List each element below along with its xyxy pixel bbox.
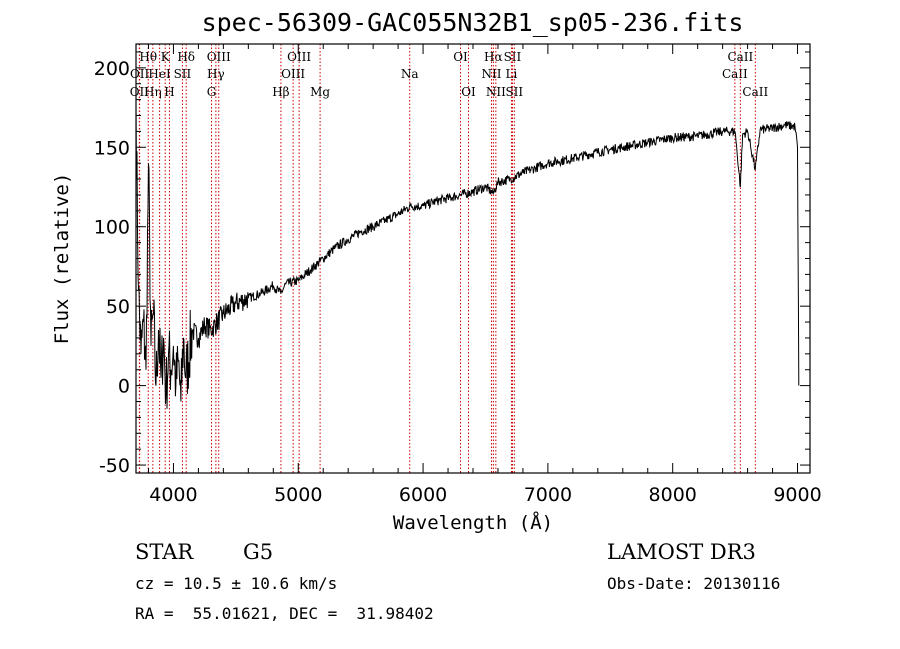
line-marker-label: CaII xyxy=(727,50,753,64)
x-tick-label: 6000 xyxy=(399,484,447,506)
y-tick-label: 0 xyxy=(118,376,130,398)
line-marker-label: NII xyxy=(481,67,501,81)
line-marker-label: K xyxy=(161,50,171,64)
line-marker-label: CaII xyxy=(742,85,768,99)
line-marker-label: OI xyxy=(461,85,476,99)
spectral-subclass: G5 xyxy=(243,540,274,564)
y-tick-label: 100 xyxy=(94,217,130,239)
plot-frame xyxy=(135,43,811,474)
flux-series-line xyxy=(135,107,800,409)
x-tick-label: 7000 xyxy=(524,484,572,506)
redshift-text: cz = 10.5 ± 10.6 km/s xyxy=(135,574,338,593)
line-marker-label: Hδ xyxy=(177,50,195,64)
line-marker-label: Hη xyxy=(144,85,162,99)
obs-date-text: Obs-Date: 20130116 xyxy=(607,574,781,593)
x-tick-label: 9000 xyxy=(773,484,821,506)
line-marker-label: Na xyxy=(401,67,419,81)
line-marker-label: H xyxy=(164,85,174,99)
x-axis-title: Wavelength (Å) xyxy=(393,511,553,534)
x-tick-label: 4000 xyxy=(149,484,197,506)
line-marker-label: OIII xyxy=(281,67,305,81)
y-tick-label: 200 xyxy=(94,58,130,80)
y-tick-label: -50 xyxy=(99,455,130,477)
chart-title: spec-56309-GAC055N32B1_sp05-236.fits xyxy=(201,8,744,37)
line-marker-label: Hα xyxy=(484,50,503,64)
x-tick-label: 5000 xyxy=(274,484,322,506)
line-marker-label: CaII xyxy=(722,67,748,81)
line-marker-label: Hθ xyxy=(139,50,157,64)
line-marker-label: OI xyxy=(453,50,468,64)
survey-name: LAMOST DR3 xyxy=(607,540,756,564)
line-marker-label: Li xyxy=(506,67,518,81)
x-tick-label: 8000 xyxy=(649,484,697,506)
line-marker-label: Hβ xyxy=(272,85,289,99)
object-class: STAR xyxy=(135,540,194,564)
line-marker-label: Hγ xyxy=(207,67,225,81)
line-marker-label: Mg xyxy=(310,85,330,99)
line-marker-label: G xyxy=(207,85,217,99)
line-marker-label: SII xyxy=(505,85,523,99)
line-marker-label: OII xyxy=(130,85,150,99)
y-tick-label: 150 xyxy=(94,137,130,159)
coordinates-text: RA = 55.01621, DEC = 31.98402 xyxy=(135,604,434,623)
y-tick-label: 50 xyxy=(106,296,130,318)
line-marker-label: OII xyxy=(130,67,150,81)
y-axis-title: Flux (relative) xyxy=(51,173,73,345)
line-marker-label: NII xyxy=(486,85,506,99)
line-marker-label: SII xyxy=(174,67,192,81)
line-marker-label: HeI xyxy=(148,67,171,81)
line-marker-label: OIII xyxy=(287,50,311,64)
line-marker-label: OIII xyxy=(207,50,231,64)
line-marker-label: SII xyxy=(504,50,522,64)
